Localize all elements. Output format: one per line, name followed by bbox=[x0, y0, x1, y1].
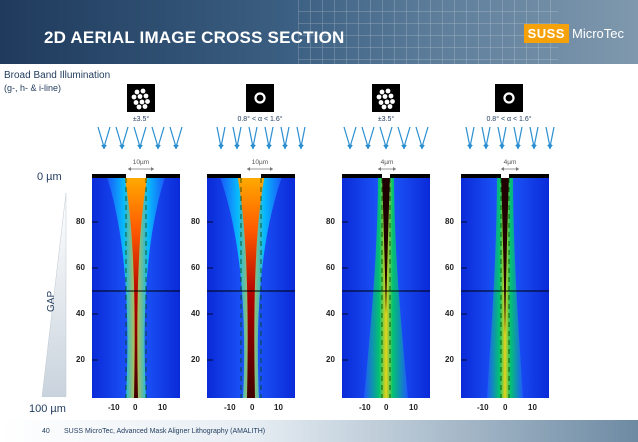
illumination-subtitle: (g-, h- & i-line) bbox=[4, 83, 62, 93]
footer-bar bbox=[0, 420, 638, 442]
x-tick-label: 0 bbox=[133, 403, 138, 412]
illumination-arrows-icon bbox=[343, 126, 429, 150]
illumination-title: Broad Band Illumination bbox=[4, 70, 111, 81]
y-tick-label: 40 bbox=[191, 309, 200, 318]
x-tick-label: -10 bbox=[359, 403, 371, 412]
y-tick-label: 60 bbox=[326, 263, 335, 272]
y-tick-label: 60 bbox=[191, 263, 200, 272]
y-tick-label: 60 bbox=[445, 263, 454, 272]
page-title: 2D AERIAL IMAGE CROSS SECTION bbox=[44, 28, 345, 47]
logo-suss: SUSS bbox=[523, 23, 569, 43]
y-tick-label: 20 bbox=[76, 355, 85, 364]
page-number: 40 bbox=[42, 428, 50, 435]
angle-label: 0.8° < α < 1.6° bbox=[237, 116, 283, 123]
slit-width-label: 10µm bbox=[132, 159, 150, 166]
logo-microtec: MicroTec bbox=[571, 25, 624, 41]
multi-spot-aperture-icon bbox=[372, 84, 400, 112]
x-tick-label: 0 bbox=[503, 403, 508, 412]
angle-label: ±3.5° bbox=[377, 116, 395, 123]
footer-text: SUSS MicroTec, Advanced Mask Aligner Lit… bbox=[64, 428, 266, 435]
x-tick-label: -10 bbox=[477, 403, 489, 412]
y-tick-label: 40 bbox=[326, 309, 335, 318]
illumination-arrows-icon bbox=[216, 126, 306, 150]
multi-spot-aperture-icon bbox=[127, 84, 155, 112]
y-tick-label: 20 bbox=[191, 355, 200, 364]
header-wafer-pattern bbox=[298, 0, 558, 64]
aerial-image-panel bbox=[461, 174, 549, 398]
suss-microtec-logo: SUSS MicroTec bbox=[523, 22, 624, 44]
slit-width-arrow-icon bbox=[247, 167, 273, 171]
header-banner: 2D AERIAL IMAGE CROSS SECTION SUSS Micro… bbox=[0, 0, 638, 64]
aerial-image-panel bbox=[207, 174, 295, 398]
ring-aperture-icon bbox=[246, 84, 274, 112]
gap-axis-label: GAP bbox=[46, 290, 57, 312]
slit-width-arrow-icon bbox=[378, 167, 396, 171]
x-tick-label: 10 bbox=[158, 403, 167, 412]
x-tick-label: 10 bbox=[409, 403, 418, 412]
slit-width-arrow-icon bbox=[128, 167, 154, 171]
aerial-image-panel bbox=[342, 174, 430, 398]
y-tick-label: 80 bbox=[326, 217, 335, 226]
y-tick-label: 80 bbox=[445, 217, 454, 226]
x-tick-label: 10 bbox=[528, 403, 537, 412]
illumination-label: Broad Band Illumination (g-, h- & i-line… bbox=[4, 70, 110, 94]
slit-width-label: 4µm bbox=[380, 159, 394, 166]
gap-wedge bbox=[41, 193, 67, 397]
gap-bottom-label: 100 µm bbox=[29, 403, 66, 415]
angle-label: 0.8° < α < 1.6° bbox=[486, 116, 532, 123]
illumination-arrows-icon bbox=[97, 126, 183, 150]
gap-top-label: 0 µm bbox=[37, 171, 62, 183]
y-tick-label: 60 bbox=[76, 263, 85, 272]
illumination-arrows-icon bbox=[465, 126, 555, 150]
ring-aperture-icon bbox=[495, 84, 523, 112]
slit-width-label: 4µm bbox=[503, 159, 517, 166]
y-tick-label: 80 bbox=[191, 217, 200, 226]
x-tick-label: -10 bbox=[108, 403, 120, 412]
x-tick-label: 10 bbox=[274, 403, 283, 412]
y-tick-label: 40 bbox=[445, 309, 454, 318]
y-tick-label: 20 bbox=[326, 355, 335, 364]
angle-label: ±3.5° bbox=[132, 116, 150, 123]
slit-width-arrow-icon bbox=[501, 167, 519, 171]
y-tick-label: 20 bbox=[445, 355, 454, 364]
y-tick-label: 40 bbox=[76, 309, 85, 318]
y-tick-label: 80 bbox=[76, 217, 85, 226]
slit-width-label: 10µm bbox=[251, 159, 269, 166]
x-tick-label: -10 bbox=[224, 403, 236, 412]
x-tick-label: 0 bbox=[384, 403, 389, 412]
aerial-image-panel bbox=[92, 174, 180, 398]
x-tick-label: 0 bbox=[250, 403, 255, 412]
